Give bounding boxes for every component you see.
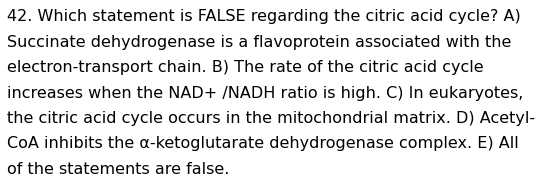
Text: the citric acid cycle occurs in the mitochondrial matrix. D) Acetyl-: the citric acid cycle occurs in the mito… (7, 111, 535, 126)
Text: increases when the NAD+ /NADH ratio is high. C) In eukaryotes,: increases when the NAD+ /NADH ratio is h… (7, 86, 523, 101)
Text: electron-transport chain. B) The rate of the citric acid cycle: electron-transport chain. B) The rate of… (7, 60, 484, 75)
Text: CoA inhibits the α-ketoglutarate dehydrogenase complex. E) All: CoA inhibits the α-ketoglutarate dehydro… (7, 136, 519, 151)
Text: 42. Which statement is FALSE regarding the citric acid cycle? A): 42. Which statement is FALSE regarding t… (7, 9, 521, 24)
Text: of the statements are false.: of the statements are false. (7, 162, 230, 177)
Text: Succinate dehydrogenase is a flavoprotein associated with the: Succinate dehydrogenase is a flavoprotei… (7, 35, 512, 50)
